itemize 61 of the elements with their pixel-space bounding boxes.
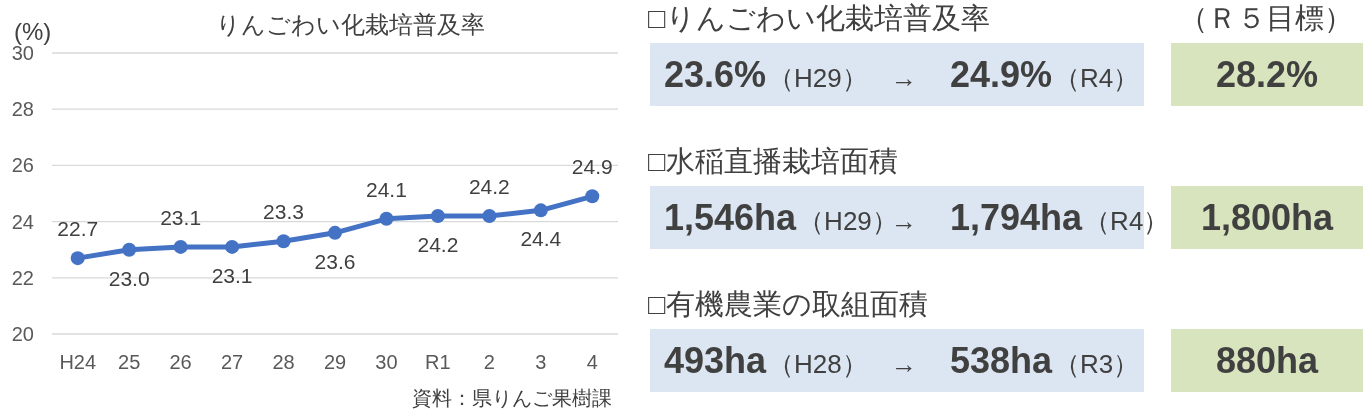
- x-tick-label: 4: [586, 351, 598, 373]
- x-tick-label: 30: [375, 351, 398, 373]
- text: □有機農業の取組面積: [648, 288, 928, 320]
- data-label: 22.7: [57, 217, 99, 241]
- point: [585, 189, 600, 204]
- text: 24.9%: [950, 54, 1053, 95]
- data-label: 24.2: [417, 232, 459, 256]
- text: （H28）: [768, 349, 868, 379]
- text: 23.6%: [664, 54, 767, 95]
- text: （R3）: [1054, 349, 1140, 379]
- point: [225, 239, 240, 254]
- x-tick-label: R1: [425, 351, 451, 373]
- y-tick-label: 22: [11, 266, 34, 289]
- data-label: 24.9: [571, 155, 613, 179]
- x-tick-label: 26: [169, 351, 192, 373]
- data-label: 23.6: [314, 249, 356, 273]
- point: [379, 211, 394, 226]
- x-tick-label: 2: [483, 351, 495, 373]
- text: □水稲直播栽培面積: [648, 145, 898, 177]
- text: □りんごわい化栽培普及率: [648, 2, 990, 34]
- point: [430, 208, 445, 223]
- data-label: 24.2: [468, 174, 510, 198]
- text: 28.2%: [1215, 54, 1319, 95]
- chart-title: りんごわい化栽培普及率: [215, 11, 485, 38]
- text: 538ha: [950, 340, 1054, 381]
- text: 1,794ha: [950, 197, 1084, 238]
- x-tick-label: 29: [323, 351, 347, 373]
- point: [70, 251, 85, 266]
- text: →: [891, 349, 917, 379]
- x-tick-label: 25: [118, 351, 141, 373]
- data-label: 24.1: [366, 177, 407, 201]
- point: [276, 234, 291, 249]
- text: 880ha: [1215, 340, 1320, 381]
- y-tick-label: 24: [11, 210, 34, 233]
- data-label: 23.0: [108, 266, 150, 290]
- data-label: 23.1: [160, 205, 202, 229]
- point: [173, 239, 188, 254]
- point: [122, 242, 137, 257]
- text: 1,800ha: [1200, 197, 1335, 238]
- point: [482, 208, 497, 223]
- text: →: [891, 63, 917, 93]
- text: 1,546ha: [664, 197, 798, 238]
- x-tick-label: H24: [59, 351, 97, 373]
- data-label: 23.1: [211, 263, 253, 287]
- x-tick-label: 3: [535, 351, 547, 373]
- x-tick-label: 28: [272, 351, 295, 373]
- data-label: 23.3: [263, 200, 304, 224]
- point: [328, 225, 342, 240]
- y-tick-label: 26: [11, 154, 34, 177]
- text: （Ｒ５目標）: [1179, 2, 1353, 34]
- text: 493ha: [664, 340, 768, 381]
- y-tick-label: 28: [11, 98, 34, 121]
- point: [533, 203, 548, 218]
- text: （R4）: [1054, 63, 1140, 93]
- y-tick-label: 20: [11, 323, 34, 345]
- text: 資料：県りんご果樹課: [412, 387, 612, 409]
- text: （R4）: [1084, 206, 1170, 236]
- data-label: 24.4: [520, 227, 562, 251]
- x-tick-label: 27: [220, 351, 244, 373]
- y-axis-title: (%): [14, 18, 52, 45]
- text: （H29）: [768, 63, 868, 93]
